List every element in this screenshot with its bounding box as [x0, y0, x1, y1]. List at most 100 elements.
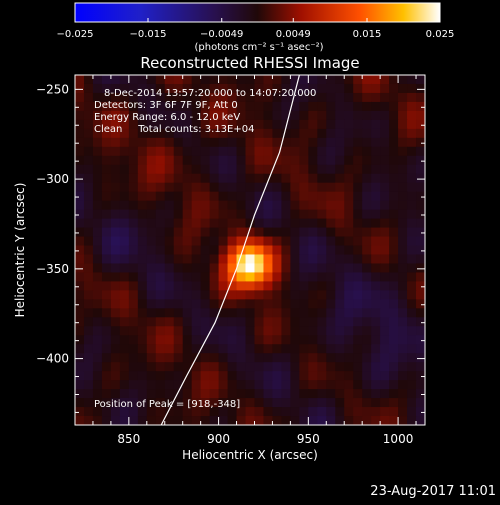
heatmap-cell — [209, 272, 220, 283]
heatmap-cell — [353, 263, 363, 274]
heatmap-cell — [290, 155, 300, 166]
heatmap-cell — [164, 263, 175, 274]
heatmap-cell — [362, 173, 372, 184]
heatmap-cell — [128, 164, 139, 175]
heatmap-cell — [209, 110, 220, 121]
heatmap-cell — [380, 83, 390, 94]
heatmap-cell — [227, 83, 238, 94]
heatmap-cell — [227, 128, 238, 139]
heatmap-cell — [227, 272, 238, 283]
heatmap-cell — [308, 326, 318, 336]
heatmap-cell — [101, 182, 112, 193]
heatmap-cell — [299, 290, 309, 300]
heatmap-cell — [182, 344, 193, 354]
heatmap-cell — [110, 173, 121, 184]
heatmap-cell — [308, 389, 318, 399]
heatmap-cell — [398, 344, 408, 354]
heatmap-cell — [218, 209, 229, 220]
heatmap-cell — [317, 155, 327, 166]
heatmap-cell — [299, 308, 309, 318]
heatmap-cell — [353, 398, 363, 408]
heatmap-cell — [92, 371, 103, 381]
heatmap-cell — [182, 326, 193, 336]
heatmap-cell — [362, 182, 372, 193]
heatmap-cell — [326, 245, 336, 256]
heatmap-cell — [200, 137, 211, 148]
heatmap-cell — [137, 389, 148, 399]
heatmap-cell — [236, 83, 247, 94]
heatmap-cell — [362, 335, 372, 345]
heatmap-cell — [75, 272, 85, 283]
heatmap-cell — [245, 200, 256, 211]
heatmap-cell — [191, 407, 202, 417]
heatmap-cell — [110, 155, 121, 166]
heatmap-cell — [290, 308, 300, 318]
heatmap-cell — [128, 218, 139, 229]
heatmap-cell — [281, 362, 291, 372]
heatmap-cell — [398, 128, 408, 139]
heatmap-cell — [398, 299, 408, 309]
heatmap-cell — [290, 290, 300, 300]
heatmap-cell — [389, 128, 399, 139]
heatmap-cell — [110, 290, 121, 300]
heatmap-cell — [254, 191, 265, 202]
heatmap-cell — [317, 344, 327, 354]
heatmap-cell — [398, 254, 408, 265]
heatmap-cell — [137, 245, 148, 256]
heatmap-cell — [119, 227, 130, 238]
heatmap-cell — [209, 407, 220, 417]
heatmap-cell — [416, 281, 425, 291]
heatmap-cell — [263, 263, 274, 274]
heatmap-cell — [362, 164, 372, 175]
heatmap-cell — [290, 407, 300, 417]
heatmap-cell — [335, 110, 345, 121]
heatmap-cell — [281, 137, 291, 148]
heatmap-cell — [191, 191, 202, 202]
heatmap-cell — [272, 245, 283, 256]
heatmap-cell — [75, 263, 85, 274]
heatmap-cell — [182, 245, 193, 256]
heatmap-cell — [245, 272, 256, 283]
heatmap-cell — [326, 371, 336, 381]
heatmap-cell — [164, 281, 175, 291]
heatmap-cell — [281, 317, 291, 327]
heatmap-cell — [200, 389, 211, 399]
heatmap-cell — [128, 335, 139, 345]
heatmap-cell — [254, 173, 265, 184]
heatmap-cell — [245, 119, 256, 130]
heatmap-cell — [218, 218, 229, 229]
heatmap-cell — [335, 236, 345, 247]
heatmap-cell — [227, 75, 238, 85]
heatmap-cell — [173, 254, 184, 265]
annotation-clean-counts: Clean Total counts: 3.13E+04 — [94, 124, 254, 135]
heatmap-cell — [353, 200, 363, 211]
heatmap-cell — [182, 119, 193, 130]
heatmap-cell — [380, 110, 390, 121]
heatmap-cell — [236, 128, 247, 139]
heatmap-cell — [92, 407, 103, 417]
heatmap-cell — [308, 398, 318, 408]
heatmap-cell — [75, 380, 85, 390]
heatmap-cell — [200, 101, 211, 112]
heatmap-cell — [164, 353, 175, 363]
heatmap-cell — [344, 209, 354, 220]
heatmap-cell — [407, 92, 417, 103]
heatmap-cell — [173, 308, 184, 318]
heatmap-cell — [119, 146, 130, 157]
heatmap-cell — [75, 101, 85, 112]
heatmap-cell — [92, 245, 103, 256]
heatmap-cell — [317, 137, 327, 148]
heatmap-cell — [335, 272, 345, 283]
heatmap-cell — [173, 380, 184, 390]
heatmap-cell — [128, 263, 139, 274]
heatmap-cell — [182, 254, 193, 265]
heatmap-cell — [299, 236, 309, 247]
heatmap-cell — [218, 191, 229, 202]
heatmap-cell — [92, 200, 103, 211]
heatmap-cell — [290, 272, 300, 283]
heatmap-cell — [83, 308, 94, 318]
heatmap-cell — [227, 119, 238, 130]
heatmap-cell — [416, 191, 425, 202]
heatmap-cell — [128, 290, 139, 300]
heatmap-cell — [317, 263, 327, 274]
